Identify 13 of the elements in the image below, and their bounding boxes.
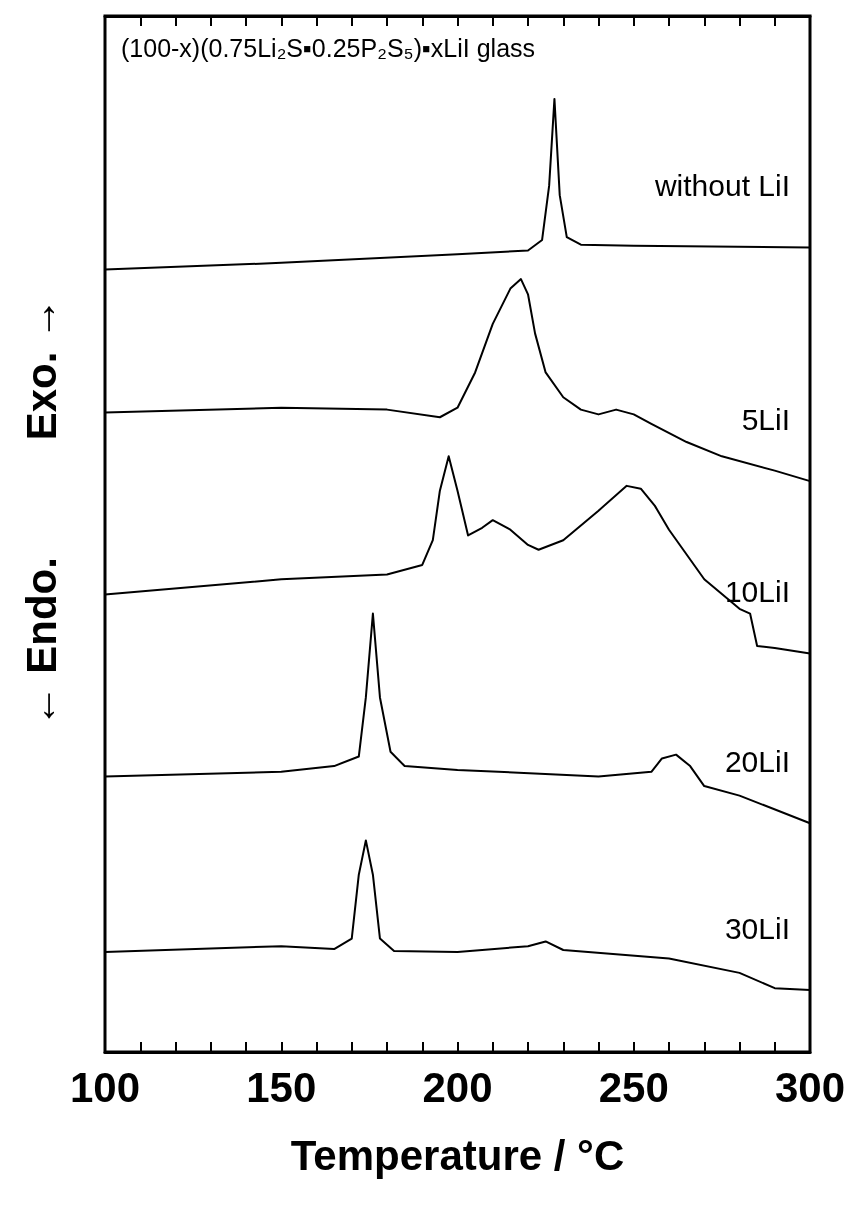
series-label: 5LiI bbox=[741, 402, 790, 436]
series-label: 20LiI bbox=[724, 744, 790, 778]
series-label: 10LiI bbox=[724, 575, 790, 609]
series-label: 30LiI bbox=[724, 911, 790, 945]
x-tick-label: 200 bbox=[422, 1063, 493, 1111]
y-axis-title: ← Endo. Exo. → bbox=[17, 298, 65, 728]
chart-title: (100-x)(0.75Li₂S▪0.25P₂S₅)▪xLiI glass bbox=[121, 33, 536, 62]
x-tick-label: 150 bbox=[246, 1063, 317, 1111]
series-label: without LiI bbox=[653, 169, 790, 203]
x-axis-title: Temperature / °C bbox=[290, 1131, 625, 1179]
x-tick-label: 300 bbox=[774, 1063, 846, 1111]
x-tick-label: 250 bbox=[598, 1063, 669, 1111]
x-tick-label: 100 bbox=[69, 1063, 141, 1111]
